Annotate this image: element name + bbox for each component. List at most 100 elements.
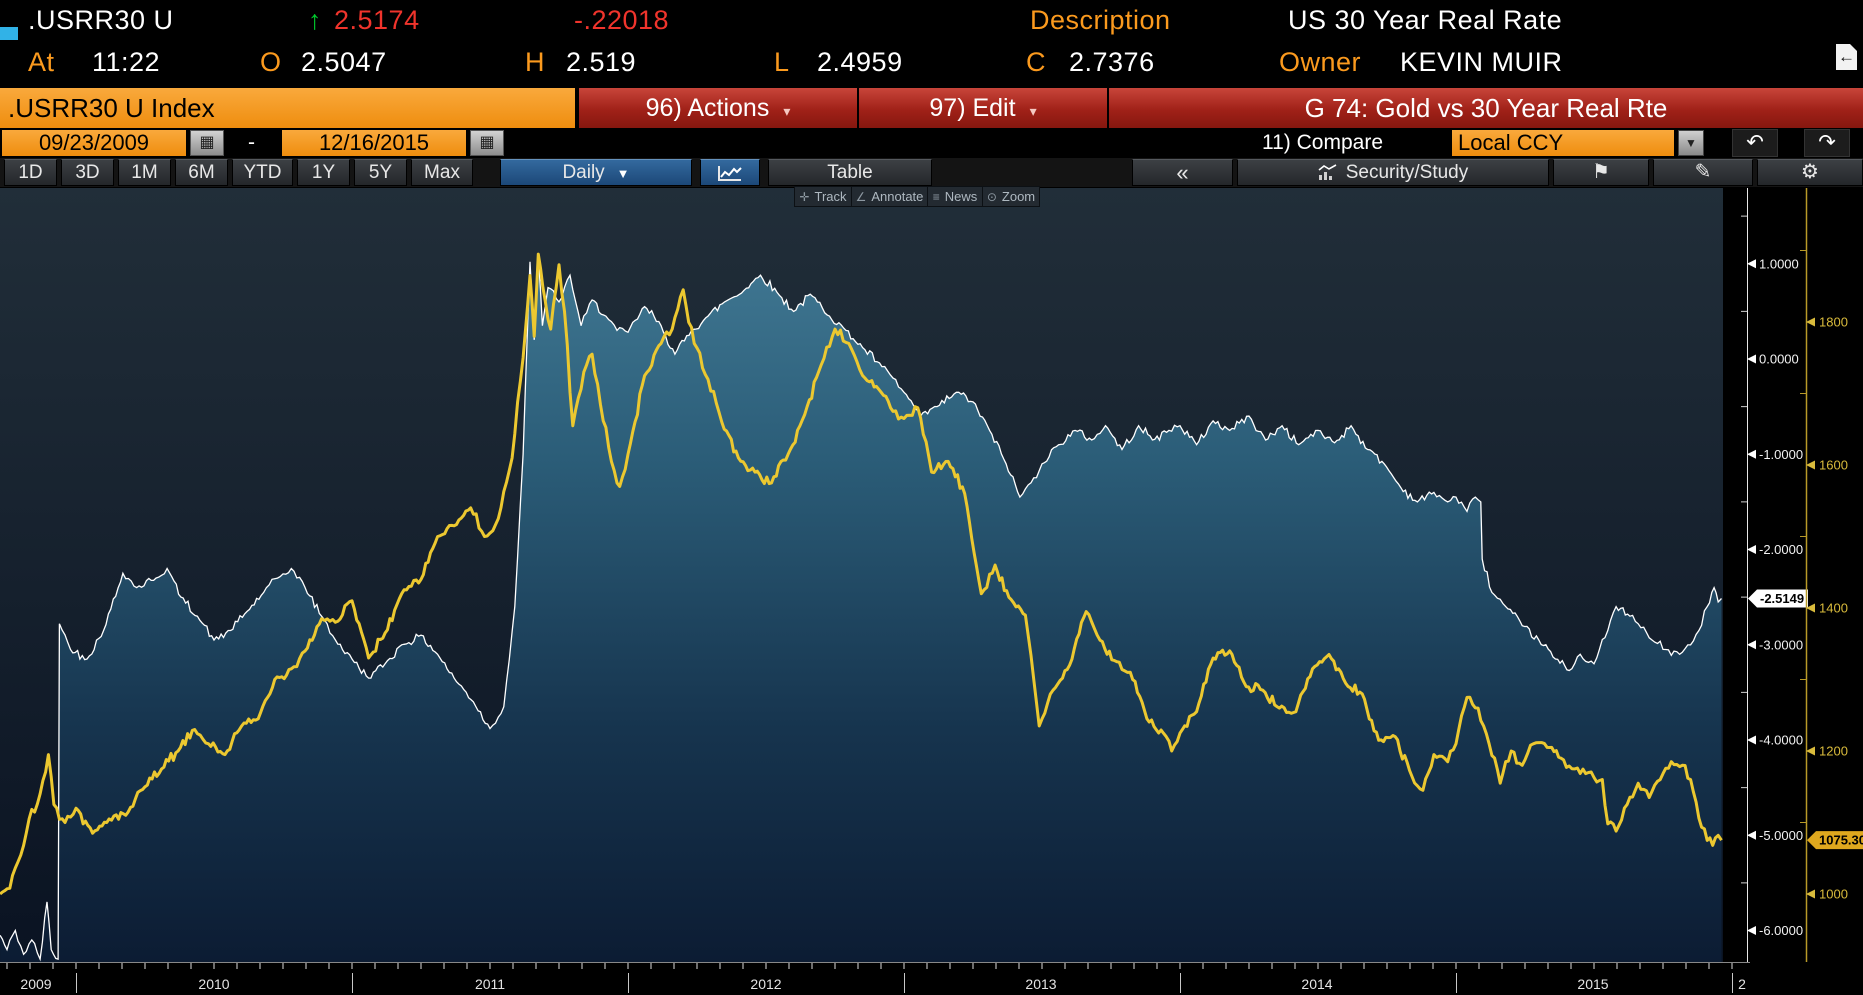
rate-axis-label: 1.0000 xyxy=(1759,256,1799,271)
gold-axis-label: 1000 xyxy=(1819,887,1848,902)
chart-title: G 74: Gold vs 30 Year Real Rte xyxy=(1304,93,1668,123)
drag-export-icon[interactable]: ← xyxy=(1836,44,1857,70)
rate-axis-label: -3.0000 xyxy=(1759,637,1803,652)
rate-axis-label: -5.0000 xyxy=(1759,828,1803,843)
description-value: US 30 Year Real Rate xyxy=(1288,5,1563,35)
chart-title-bar: G 74: Gold vs 30 Year Real Rte xyxy=(1107,88,1863,128)
range-row: 09/23/2009 ▦ - 12/16/2015 ▦ 11) Compare … xyxy=(0,128,1863,158)
edit-caret-icon: ▾ xyxy=(1029,103,1037,119)
x-axis-year-label: 2010 xyxy=(198,976,229,992)
high-value: 2.519 xyxy=(566,47,637,77)
news-button[interactable]: ≡ News xyxy=(927,186,983,207)
flag-icon: ⚑ xyxy=(1592,161,1610,183)
security-title-bar[interactable]: .USRR30 U Index xyxy=(0,88,575,128)
owner-label: Owner xyxy=(1279,47,1362,77)
zoom-button[interactable]: ⊙ Zoom xyxy=(982,186,1040,207)
start-calendar-button[interactable]: ▦ xyxy=(190,130,224,156)
period-max-button[interactable]: Max xyxy=(411,159,473,186)
rate-axis-label: -4.0000 xyxy=(1759,733,1803,748)
frequency-select[interactable]: Daily ▼ xyxy=(500,159,692,186)
calendar-icon: ▦ xyxy=(199,134,215,151)
date-separator: - xyxy=(248,131,255,154)
x-axis-year-label: 2011 xyxy=(475,976,505,992)
high-label: H xyxy=(525,47,545,77)
redo-icon: ↷ xyxy=(1818,131,1836,154)
track-button[interactable]: ✛ Track xyxy=(794,186,852,207)
at-time: 11:22 xyxy=(92,47,161,77)
news-lines-icon: ≡ xyxy=(932,190,940,204)
close-label: C xyxy=(1026,47,1046,77)
angle-icon: ∠ xyxy=(855,190,867,204)
ticker-symbol: .USRR30 U xyxy=(28,5,174,35)
currency-select[interactable]: Local CCY xyxy=(1452,130,1674,156)
start-date-field[interactable]: 09/23/2009 xyxy=(2,130,186,156)
period-6m-button[interactable]: 6M xyxy=(175,159,228,186)
open-value: 2.5047 xyxy=(301,47,387,77)
period-5y-button[interactable]: 5Y xyxy=(354,159,407,186)
settings-button[interactable]: ⚙ xyxy=(1757,159,1863,186)
gold-axis-label: 1600 xyxy=(1819,458,1848,473)
calendar-icon: ▦ xyxy=(479,134,495,151)
up-arrow-icon: ↑ xyxy=(308,5,322,35)
rate-last-value-tag: -2.5149 xyxy=(1760,591,1804,606)
menu-row: .USRR30 U Index 96) Actions ▾ 97) Edit ▾ G… xyxy=(0,88,1863,128)
x-axis-year-label: 2014 xyxy=(1301,976,1332,992)
crosshair-icon: ✛ xyxy=(799,190,810,204)
chevron-down-icon: ▼ xyxy=(616,166,630,181)
x-axis-year-label: 2015 xyxy=(1577,976,1608,992)
gold-axis-label: 1800 xyxy=(1819,315,1848,330)
period-ytd-button[interactable]: YTD xyxy=(232,159,293,186)
gold-axis-label: 1200 xyxy=(1819,744,1848,759)
rate-axis-label: -2.0000 xyxy=(1759,542,1803,557)
undo-icon: ↶ xyxy=(1746,131,1764,154)
period-3d-button[interactable]: 3D xyxy=(61,159,114,186)
security-study-button[interactable]: Security/Study xyxy=(1237,159,1549,186)
period-1d-button[interactable]: 1D xyxy=(4,159,57,186)
compare-button[interactable]: 11) Compare xyxy=(1262,131,1383,154)
table-button[interactable]: Table xyxy=(768,159,932,186)
period-1m-button[interactable]: 1M xyxy=(118,159,171,186)
x-axis-year-label: 2 xyxy=(1738,976,1746,992)
quote-row: At 11:22 O 2.5047 H 2.519 L 2.4959 C 2.7… xyxy=(0,40,1863,88)
gold-last-value-tag: 1075.30 xyxy=(1819,833,1863,848)
actions-button[interactable]: 96) Actions ▾ xyxy=(577,88,857,128)
line-chart-icon xyxy=(718,165,742,181)
collapse-button[interactable]: « xyxy=(1132,159,1233,186)
end-calendar-button[interactable]: ▦ xyxy=(470,130,504,156)
notepad-pencil-icon: ✎ xyxy=(1694,161,1712,183)
annotate-button[interactable]: ∠ Annotate xyxy=(851,186,928,207)
rate-axis-label: -6.0000 xyxy=(1759,923,1803,938)
period-1y-button[interactable]: 1Y xyxy=(297,159,350,186)
low-value: 2.4959 xyxy=(817,47,903,77)
end-date-field[interactable]: 12/16/2015 xyxy=(282,130,466,156)
close-value: 2.7376 xyxy=(1069,47,1155,77)
chart-toolbar-row: 1D 3D 1M 6M YTD 1Y 5Y Max Daily ▼ Table «… xyxy=(0,158,1863,188)
rate-axis-label: 0.0000 xyxy=(1759,352,1799,367)
low-label: L xyxy=(774,47,790,77)
description-label: Description xyxy=(1030,5,1171,35)
gear-icon: ⚙ xyxy=(1801,161,1819,183)
x-axis-year-label: 2013 xyxy=(1025,976,1056,992)
at-label: At xyxy=(28,47,55,77)
rate-axis-label: -1.0000 xyxy=(1759,447,1803,462)
open-label: O xyxy=(260,47,282,77)
net-change: -.22018 xyxy=(574,5,670,35)
x-axis-year-label: 2009 xyxy=(20,976,51,992)
ticker-row: .USRR30 U ↑ 2.5174 -.22018 Description U… xyxy=(0,0,1863,40)
flag-button[interactable]: ⚑ xyxy=(1553,159,1649,186)
actions-caret-icon: ▾ xyxy=(783,103,791,119)
annotate-note-button[interactable]: ✎ xyxy=(1653,159,1753,186)
magnifier-icon: ⊙ xyxy=(986,190,997,204)
chart-type-button[interactable] xyxy=(700,159,760,186)
edit-button[interactable]: 97) Edit ▾ xyxy=(857,88,1107,128)
gold-axis-label: 1400 xyxy=(1819,601,1848,616)
x-axis-year-label: 2012 xyxy=(750,976,781,992)
last-price: 2.5174 xyxy=(334,5,420,35)
study-chart-icon xyxy=(1318,164,1337,181)
undo-button[interactable]: ↶ xyxy=(1732,129,1778,157)
chevron-down-icon: ▼ xyxy=(1685,136,1697,150)
redo-button[interactable]: ↷ xyxy=(1804,129,1850,157)
owner-value: KEVIN MUIR xyxy=(1400,47,1563,77)
currency-dropdown-button[interactable]: ▼ xyxy=(1678,130,1704,156)
